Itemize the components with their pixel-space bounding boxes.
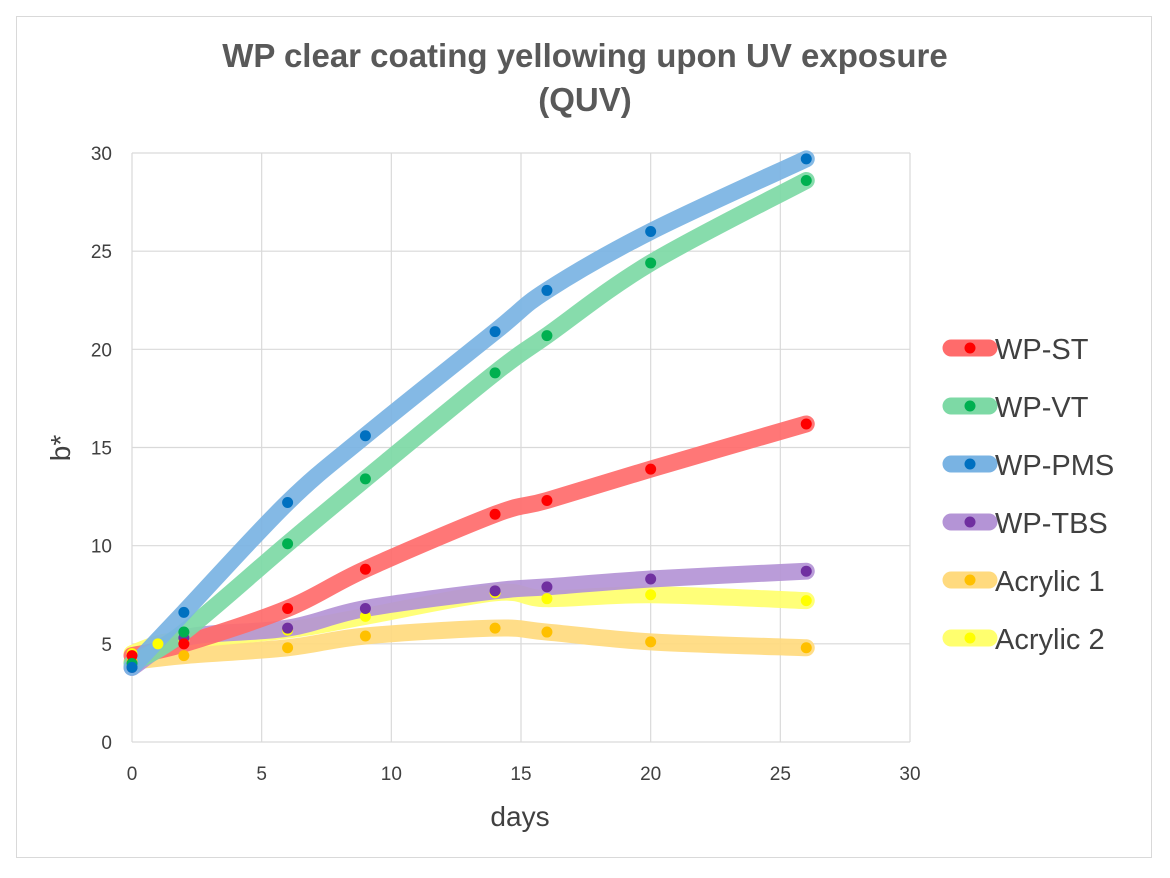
chart-frame	[16, 16, 1152, 858]
data-point-wp-vt	[541, 330, 553, 342]
y-tick-label: 30	[91, 144, 112, 165]
x-axis-title: days	[490, 801, 549, 832]
data-point-wp-vt	[489, 367, 501, 379]
data-point-wp-vt	[178, 626, 190, 638]
legend-swatch-marker	[964, 632, 976, 644]
data-point-wp-pms	[645, 226, 657, 238]
data-point-wp-st	[541, 495, 553, 507]
legend-item-wp-st: WP-ST	[942, 334, 1089, 366]
data-point-wp-vt	[800, 174, 812, 186]
data-point-wp-pms	[178, 606, 190, 618]
data-point-wp-st	[178, 638, 190, 650]
tick-labels: 0 5 10 15 20 25 30 0 5 10 15 20 25 30	[91, 144, 921, 785]
legend-item-wp-pms: WP-PMS	[942, 450, 1114, 482]
data-point-wp-pms	[489, 326, 501, 338]
legend-label: WP-VT	[995, 392, 1089, 424]
y-axis-title: b*	[45, 435, 76, 462]
legend-item-acrylic-2: Acrylic 2	[942, 624, 1105, 656]
y-tick-label: 10	[91, 537, 112, 558]
legend-swatch-marker	[964, 516, 976, 528]
x-tick-label: 10	[381, 764, 402, 785]
legend-swatch-marker	[964, 400, 976, 412]
legend-item-acrylic-1: Acrylic 1	[942, 566, 1105, 598]
chart-title-line-2: (QUV)	[538, 81, 632, 118]
data-point-wp-pms	[359, 430, 371, 442]
data-point-acrylic-1	[178, 650, 190, 662]
x-tick-label: 0	[127, 764, 138, 785]
data-point-wp-vt	[282, 538, 294, 550]
chart-title: WP clear coating yellowing upon UV expos…	[0, 34, 1170, 122]
legend-label: Acrylic 1	[995, 566, 1105, 598]
legend-swatch-marker	[964, 342, 976, 354]
legend-item-wp-tbs: WP-TBS	[942, 508, 1108, 540]
data-point-acrylic-2	[645, 589, 657, 601]
data-point-acrylic-1	[489, 622, 501, 634]
x-tick-label: 30	[899, 764, 920, 785]
legend-label: WP-TBS	[995, 508, 1108, 540]
data-point-acrylic-2	[152, 638, 164, 650]
data-point-wp-st	[126, 650, 138, 662]
x-tick-label: 25	[770, 764, 791, 785]
data-point-acrylic-1	[800, 642, 812, 654]
x-tick-label: 5	[256, 764, 267, 785]
series-layer	[123, 150, 815, 676]
data-point-wp-tbs	[800, 565, 812, 577]
legend-item-wp-vt: WP-VT	[942, 392, 1089, 424]
data-point-wp-pms	[282, 496, 294, 508]
data-point-acrylic-2	[800, 595, 812, 607]
y-tick-label: 5	[101, 635, 112, 656]
legend: WP-ST WP-VT WP-PMS WP-TBS Acrylic 1 Acrylic 2	[942, 334, 1114, 656]
data-point-acrylic-2	[359, 610, 371, 622]
y-tick-label: 15	[91, 439, 112, 460]
data-point-acrylic-2	[541, 593, 553, 605]
data-point-wp-pms	[541, 284, 553, 296]
legend-label: Acrylic 2	[995, 624, 1105, 656]
data-point-wp-st	[645, 463, 657, 475]
data-point-wp-pms	[126, 661, 138, 673]
x-tick-label: 15	[510, 764, 531, 785]
y-tick-label: 20	[91, 340, 112, 361]
x-tick-label: 20	[640, 764, 661, 785]
data-point-wp-st	[800, 418, 812, 430]
y-tick-label: 0	[101, 733, 112, 754]
data-point-wp-pms	[800, 153, 812, 165]
legend-swatch-marker	[964, 458, 976, 470]
y-tick-label: 25	[91, 242, 112, 263]
legend-label: WP-PMS	[995, 450, 1114, 482]
data-point-wp-tbs	[541, 581, 553, 593]
data-point-wp-st	[489, 508, 501, 520]
data-point-wp-vt	[359, 473, 371, 485]
data-point-wp-st	[359, 563, 371, 575]
data-point-wp-st	[282, 602, 294, 614]
data-point-wp-tbs	[359, 602, 371, 614]
data-point-acrylic-1	[359, 630, 371, 642]
chart-title-line-1: WP clear coating yellowing upon UV expos…	[222, 37, 948, 74]
legend-label: WP-ST	[995, 334, 1089, 366]
data-point-wp-tbs	[489, 585, 501, 597]
data-point-wp-tbs	[282, 622, 294, 634]
legend-swatch-marker	[964, 574, 976, 586]
data-point-acrylic-1	[645, 636, 657, 648]
data-point-wp-tbs	[645, 573, 657, 585]
data-point-wp-vt	[645, 257, 657, 269]
data-point-acrylic-1	[282, 642, 294, 654]
data-point-acrylic-1	[541, 626, 553, 638]
